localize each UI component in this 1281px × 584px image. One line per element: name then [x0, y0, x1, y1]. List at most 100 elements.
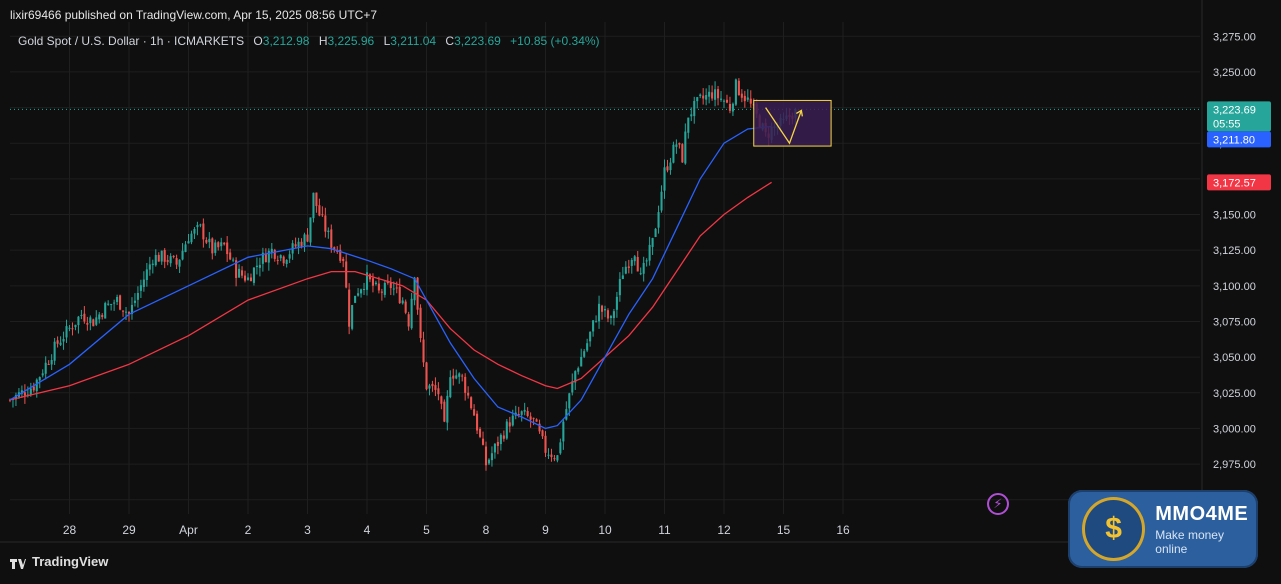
candle-body — [229, 252, 232, 260]
candle-body — [261, 252, 264, 264]
candle-body — [651, 238, 654, 247]
time-tick-label: 2 — [245, 523, 252, 537]
candle-body — [377, 283, 380, 291]
candle-body — [8, 399, 12, 401]
time-tick-label: 12 — [717, 523, 731, 537]
candle-body — [258, 264, 261, 268]
candle-body — [490, 453, 493, 461]
candle-body — [696, 97, 699, 102]
candle-body — [481, 438, 485, 445]
candle-body — [86, 322, 89, 325]
price-tick-label: 3,075.00 — [1213, 316, 1256, 328]
candle-body — [595, 321, 598, 323]
candle-body — [211, 238, 214, 254]
candle-body — [226, 242, 229, 255]
candle-body — [728, 104, 731, 111]
candle-body — [592, 320, 595, 332]
candle-body — [479, 428, 482, 437]
candle-body — [145, 269, 148, 281]
candle-body — [654, 228, 657, 237]
candle-body — [407, 314, 410, 327]
candle-body — [529, 416, 532, 420]
candle-body — [380, 291, 383, 293]
candle-body — [339, 249, 342, 261]
price-tick-label: 3,025.00 — [1213, 388, 1256, 400]
candle-body — [630, 259, 633, 266]
candle-body — [511, 415, 514, 426]
candle-body — [496, 441, 499, 446]
candle-body — [422, 339, 425, 363]
price-tick-label: 3,125.00 — [1213, 245, 1256, 257]
lightning-icon[interactable]: ⚡ — [987, 493, 1009, 515]
candle-body — [309, 217, 312, 243]
candle-body — [136, 292, 139, 300]
candle-body — [151, 263, 154, 265]
candle-body — [232, 259, 235, 261]
candle-body — [267, 250, 270, 263]
candle-body — [547, 454, 550, 456]
candle-body — [606, 310, 610, 319]
candle-body — [35, 379, 38, 392]
close-value: 3,223.69 — [454, 34, 501, 48]
candle-body — [330, 229, 333, 248]
candle-body — [190, 233, 193, 243]
candle-body — [202, 223, 205, 240]
candle-body — [577, 368, 580, 372]
candle-body — [223, 242, 226, 245]
candle-body — [303, 234, 306, 246]
candle-body — [44, 362, 47, 374]
candle-body — [116, 296, 119, 302]
candle-body — [550, 454, 553, 458]
candle-body — [362, 288, 366, 290]
candle-body — [553, 458, 556, 460]
candle-body — [374, 282, 377, 285]
candle-body — [743, 95, 746, 102]
candle-body — [199, 224, 202, 226]
candle-body — [523, 409, 526, 412]
candle-body — [467, 392, 470, 396]
candle-body — [603, 309, 607, 311]
candle-body — [324, 215, 327, 232]
candle-body — [130, 304, 134, 314]
low-label: L — [383, 34, 391, 48]
candle-body — [404, 301, 407, 313]
candle-body — [687, 117, 690, 133]
candle-body — [663, 167, 666, 191]
candle-body — [41, 373, 44, 376]
candle-body — [580, 356, 583, 367]
candle-body — [458, 373, 461, 377]
candle-body — [14, 395, 17, 400]
symbol-name[interactable]: Gold Spot / U.S. Dollar · 1h · ICMARKETS — [18, 34, 245, 48]
candle-body — [559, 442, 562, 454]
time-tick-label: 28 — [63, 523, 77, 537]
candle-body — [419, 307, 422, 339]
candle-body — [544, 435, 547, 453]
candle-body — [487, 459, 491, 464]
candle-body — [383, 282, 386, 295]
candle-body — [464, 376, 467, 393]
candle-body — [371, 278, 374, 286]
candle-body — [413, 277, 416, 301]
candle-body — [645, 260, 648, 262]
time-tick-label: 10 — [598, 523, 612, 537]
candle-body — [648, 244, 651, 261]
candle-body — [660, 191, 663, 211]
candle-body — [666, 166, 669, 171]
tradingview-footer[interactable]: TradingView — [10, 554, 108, 569]
time-tick-label: 15 — [777, 523, 791, 537]
candle-body — [428, 385, 431, 389]
candle-body — [38, 377, 41, 381]
candle-body — [92, 319, 95, 327]
candle-body — [446, 395, 449, 423]
last-price-tag-text: 3,223.69 — [1213, 104, 1256, 116]
candle-body — [473, 409, 476, 416]
candle-body — [124, 311, 128, 313]
candle-body — [62, 339, 65, 342]
candle-body — [568, 393, 571, 409]
candle-body — [318, 205, 321, 216]
candle-body — [493, 443, 496, 453]
candle-body — [50, 360, 53, 365]
